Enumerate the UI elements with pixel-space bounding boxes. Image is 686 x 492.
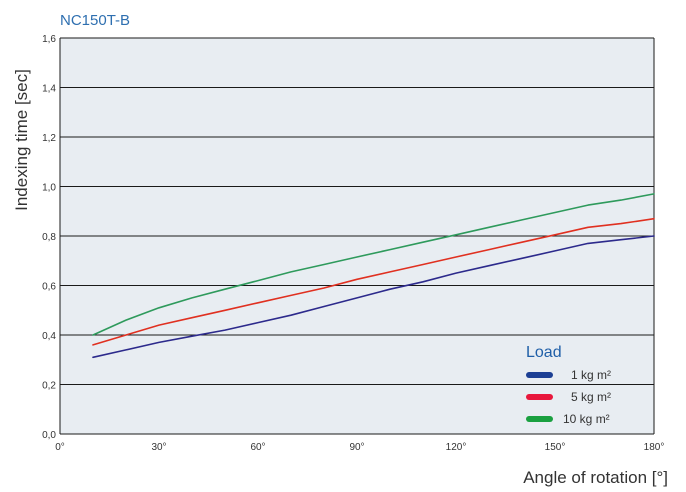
y-tick-label: 0,2 <box>42 381 56 392</box>
x-axis-title: Angle of rotation [°] <box>523 468 668 487</box>
series-group <box>92 193 655 359</box>
chart-title: NC150T-B <box>60 12 130 29</box>
x-tick-label: 90° <box>349 442 364 453</box>
x-tick-label: 150° <box>545 442 566 453</box>
legend-label: 10 kg m² <box>563 412 610 426</box>
y-tick-label: 1,0 <box>42 183 56 194</box>
series-line-2 <box>92 193 655 336</box>
y-axis-title: Indexing time [sec] <box>12 69 31 211</box>
legend-label: 5 kg m² <box>571 390 611 404</box>
y-tick-label: 1,2 <box>42 133 56 144</box>
x-tick-label: 120° <box>446 442 467 453</box>
x-tick-label: 0° <box>55 442 65 453</box>
x-tick-labels: 0° 30° 60° 90° 120° 150° 180° <box>55 442 664 453</box>
y-tick-label: 0,6 <box>42 282 56 293</box>
plot-area <box>59 37 655 435</box>
legend-label: 1 kg m² <box>571 368 611 382</box>
x-tick-label: 60° <box>250 442 265 453</box>
y-tick-labels: 0,0 0,2 0,4 0,6 0,8 1,0 1,2 1,4 1,6 <box>42 34 56 441</box>
x-tick-label: 180° <box>644 442 665 453</box>
series-line-1 <box>92 217 655 346</box>
legend: Load 1 kg m² 5 kg m² 10 kg m² <box>526 344 611 426</box>
y-tick-label: 0,0 <box>42 430 56 441</box>
y-tick-label: 1,6 <box>42 34 56 45</box>
y-tick-label: 0,8 <box>42 232 56 243</box>
y-tick-label: 0,4 <box>42 331 56 342</box>
legend-title: Load <box>526 344 562 361</box>
x-tick-label: 30° <box>151 442 166 453</box>
series-line-0 <box>92 235 655 359</box>
y-tick-label: 1,4 <box>42 84 56 95</box>
